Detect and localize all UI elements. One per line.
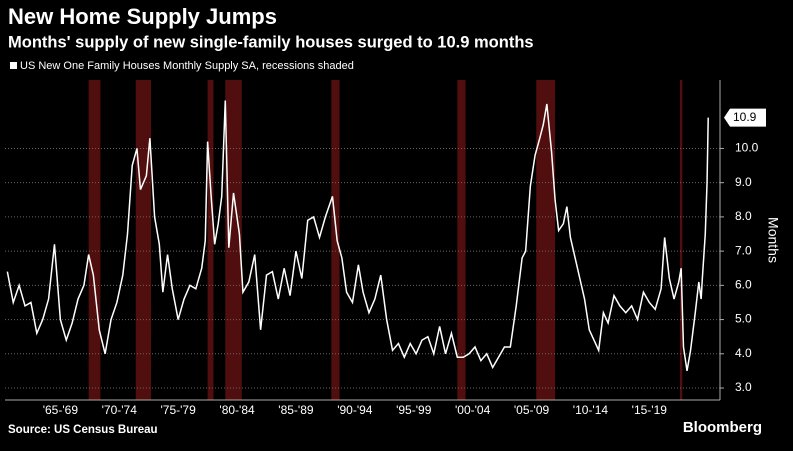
y-tick-label: 5.0	[735, 312, 752, 326]
x-tick-label: '85-'89	[278, 403, 314, 417]
x-tick-label: '80-'84	[219, 403, 255, 417]
y-tick-label: 9.0	[735, 175, 752, 189]
chart-title: New Home Supply Jumps	[8, 4, 277, 29]
recession-band	[207, 80, 214, 400]
legend-label: US New One Family Houses Monthly Supply …	[20, 60, 257, 72]
y-axis-label: Months	[765, 217, 781, 263]
last-value-label: 10.9	[733, 110, 757, 124]
last-value-callout	[724, 108, 766, 127]
recession-band	[225, 80, 242, 400]
legend-separator: ,	[256, 60, 262, 72]
chart-subtitle: Months' supply of new single-family hous…	[8, 33, 534, 51]
brand: Bloomberg	[683, 419, 762, 436]
source: Source: US Census Bureau	[8, 424, 158, 436]
legend-swatch	[10, 62, 17, 69]
legend-note: recessions shaded	[262, 60, 354, 72]
recession-band	[457, 80, 466, 400]
recession-band	[679, 80, 683, 400]
legend: US New One Family Houses Monthly Supply …	[20, 60, 354, 72]
recession-band	[88, 80, 101, 400]
y-tick-label: 8.0	[735, 209, 752, 223]
y-tick-label: 3.0	[735, 380, 752, 394]
recession-band	[135, 80, 152, 400]
x-tick-label: '15-'19	[632, 403, 668, 417]
y-tick-label: 4.0	[735, 346, 752, 360]
recession-band	[536, 80, 556, 400]
x-tick-label: '70-'74	[102, 403, 138, 417]
y-tick-label: 10.0	[735, 141, 759, 155]
x-tick-label: '00-'04	[455, 403, 491, 417]
data-line	[6, 100, 709, 372]
x-tick-label: '10-'14	[573, 403, 609, 417]
y-tick-label: 6.0	[735, 278, 752, 292]
x-tick-label: '65-'69	[43, 403, 79, 417]
x-tick-label: '90-'94	[337, 403, 373, 417]
y-tick-label: 7.0	[735, 243, 752, 257]
x-tick-label: '05-'09	[514, 403, 550, 417]
x-tick-label: '95-'99	[396, 403, 432, 417]
recession-band	[331, 80, 340, 400]
x-tick-label: '75-'79	[161, 403, 197, 417]
